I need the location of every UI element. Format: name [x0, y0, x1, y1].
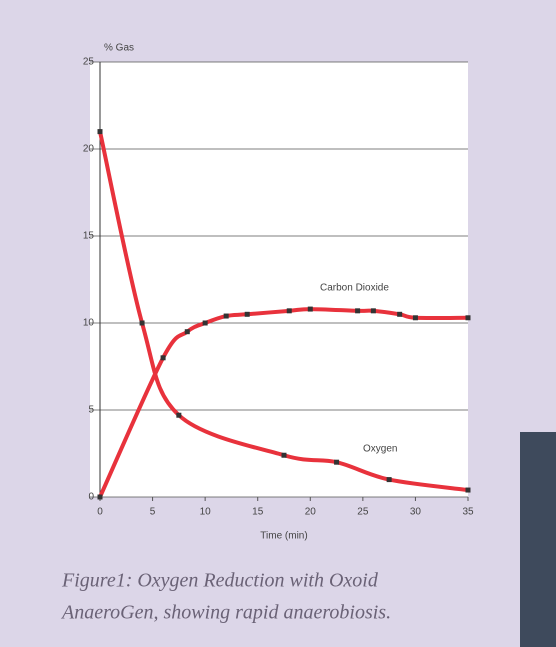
y-tick-label: 25	[83, 57, 95, 68]
series-label: Carbon Dioxide	[320, 283, 389, 294]
data-point	[97, 494, 103, 500]
data-point	[412, 315, 418, 321]
x-tick-label: 15	[252, 507, 264, 518]
data-point	[286, 308, 292, 314]
data-point	[307, 306, 313, 312]
data-point	[184, 329, 190, 335]
caption-line: Figure1: Oxygen Reduction with Oxoid	[61, 570, 379, 592]
y-tick-label: 20	[83, 144, 95, 155]
caption-line: AnaeroGen, showing rapid anaerobiosis.	[60, 602, 391, 624]
series-label: Oxygen	[363, 444, 397, 455]
data-point	[465, 487, 471, 493]
data-point	[160, 355, 166, 361]
data-point	[202, 320, 208, 326]
data-point	[386, 477, 392, 483]
data-point	[355, 308, 361, 314]
data-point	[397, 311, 403, 317]
x-tick-label: 0	[97, 507, 103, 518]
data-point	[465, 315, 471, 321]
y-tick-label: 10	[83, 318, 95, 329]
data-point	[281, 452, 287, 458]
plot-area	[90, 62, 468, 497]
x-tick-label: 25	[357, 507, 369, 518]
series-line	[98, 131, 469, 493]
data-point	[370, 308, 376, 314]
data-point	[97, 129, 103, 135]
data-point	[139, 320, 145, 326]
data-point	[176, 412, 182, 418]
x-tick-label: 20	[305, 507, 317, 518]
x-tick-label: 30	[410, 507, 422, 518]
data-point	[334, 459, 340, 465]
x-tick-label: 5	[150, 507, 156, 518]
data-point	[223, 313, 229, 319]
x-tick-label: 35	[462, 507, 474, 518]
photo-fragment	[520, 432, 556, 647]
x-tick-label: 10	[200, 507, 212, 518]
data-point	[244, 311, 250, 317]
x-axis-label: Time (min)	[260, 531, 307, 542]
y-axis-label: % Gas	[104, 43, 134, 54]
y-tick-label: 15	[83, 231, 95, 242]
